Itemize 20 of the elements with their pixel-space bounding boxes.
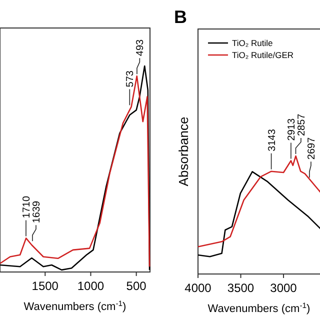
legend-label: TiO₂ Rutile xyxy=(232,38,274,48)
annotation: 1710 xyxy=(21,196,32,218)
annotation: 493 xyxy=(135,38,146,56)
x-axis-title: Wavenumbers (cm$^{-1}$) xyxy=(208,300,310,315)
legend-label: TiO₂ Rutile/GER xyxy=(232,50,294,60)
annotation: 2697 xyxy=(306,136,318,160)
x-tick-label: 4000 xyxy=(184,281,212,295)
x-tick-label: 3000 xyxy=(270,281,298,295)
y-axis-title: Absorbance xyxy=(176,116,191,186)
x-axis-title: Wavenumbers (cm$^{-1}$) xyxy=(24,298,126,313)
annotation: 573 xyxy=(125,70,136,88)
x-tick-label: 1500 xyxy=(32,279,59,293)
annotation: 3143 xyxy=(266,128,278,152)
chart-title: B xyxy=(174,7,187,27)
x-tick-label: 1000 xyxy=(77,279,104,293)
x-tick-label: 3500 xyxy=(227,281,254,295)
annotation: 2857 xyxy=(296,113,308,136)
annotation: 1639 xyxy=(31,200,42,224)
annotation: 2913 xyxy=(286,118,298,141)
x-tick-label: 500 xyxy=(126,279,147,293)
